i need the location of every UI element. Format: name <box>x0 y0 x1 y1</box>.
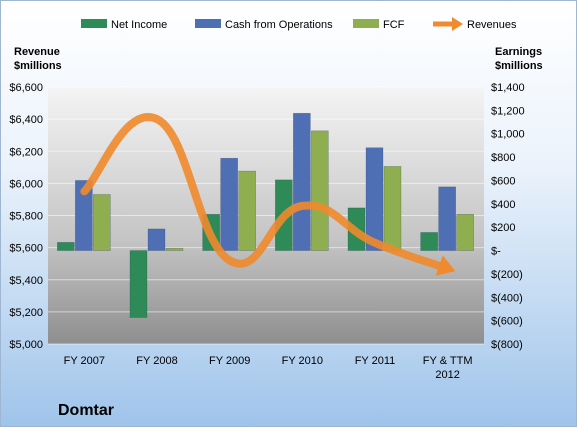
x-tick-label: FY 2010 <box>282 355 323 367</box>
bar-net-income <box>57 242 75 251</box>
x-tick-label: 2012 <box>435 369 459 381</box>
legend-label: Revenues <box>467 19 517 31</box>
left-axis-label-line1: Revenue <box>14 46 60 58</box>
legend-label: Cash from Operations <box>225 19 333 31</box>
x-tick-label: FY 2007 <box>64 355 105 367</box>
right-tick-label: $(800) <box>491 339 523 351</box>
bar-fcf <box>456 214 474 251</box>
right-tick-label: $1,400 <box>491 82 525 94</box>
right-tick-label: $400 <box>491 199 515 211</box>
bar-net-income <box>420 232 438 251</box>
bar-fcf <box>238 170 256 251</box>
legend-label: FCF <box>383 19 405 31</box>
legend-swatch <box>353 19 379 28</box>
left-tick-label: $6,000 <box>9 178 43 190</box>
bar-fcf <box>311 130 329 251</box>
right-tick-label: $(600) <box>491 316 523 328</box>
bar-cash-from-operations <box>75 180 93 251</box>
bar-cash-from-operations <box>147 228 166 251</box>
right-axis-label-line2: $millions <box>495 60 543 72</box>
bar-fcf <box>165 247 184 251</box>
left-axis-label-line2: $millions <box>14 60 62 72</box>
right-tick-label: $(400) <box>491 292 523 304</box>
line-revenues <box>80 113 452 273</box>
left-tick-label: $6,600 <box>9 82 43 94</box>
right-tick-label: $800 <box>491 152 515 164</box>
x-tick-label: FY & TTM <box>423 355 473 367</box>
left-tick-label: $5,200 <box>9 307 43 319</box>
left-tick-label: $5,400 <box>9 275 43 287</box>
right-axis-label-line1: Earnings <box>495 46 542 58</box>
bar-cash-from-operations <box>365 147 384 251</box>
right-tick-label: $1,200 <box>491 105 525 117</box>
x-tick-label: FY 2011 <box>355 355 396 367</box>
right-tick-label: $1,000 <box>491 129 525 141</box>
right-tick-label: $200 <box>491 222 515 234</box>
left-tick-label: $6,400 <box>9 114 43 126</box>
bar-fcf <box>93 194 111 251</box>
bar-cash-from-operations <box>438 186 456 251</box>
left-tick-label: $5,600 <box>9 243 43 255</box>
legend-label: Net Income <box>111 19 167 31</box>
right-tick-label: $600 <box>491 175 515 187</box>
bar-cash-from-operations <box>293 112 311 251</box>
bar-fcf <box>383 166 402 251</box>
left-tick-label: $6,200 <box>9 146 43 158</box>
legend-swatch <box>195 19 221 28</box>
x-tick-label: FY 2009 <box>209 355 250 367</box>
right-tick-label: $- <box>491 246 501 258</box>
left-tick-label: $5,800 <box>9 211 43 223</box>
left-tick-label: $5,000 <box>9 339 43 351</box>
x-tick-label: FY 2008 <box>136 355 177 367</box>
bar-cash-from-operations <box>220 157 238 251</box>
chart-title: Domtar <box>58 402 114 419</box>
bar-net-income <box>129 250 148 318</box>
legend-swatch <box>81 19 107 28</box>
revenues-arrowhead <box>435 255 456 276</box>
legend-swatch-arrowhead <box>452 17 463 31</box>
right-tick-label: $(200) <box>491 269 523 281</box>
